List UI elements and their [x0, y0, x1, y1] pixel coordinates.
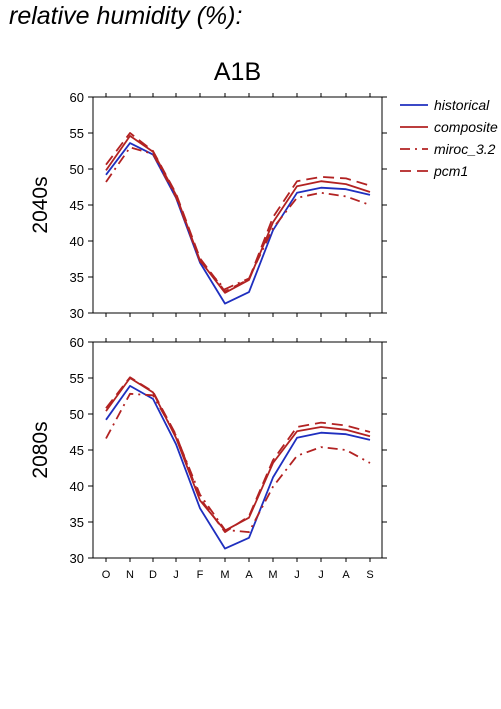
series-line-miroc_3.2-2040s	[105, 146, 371, 291]
legend-entry-composite: composite	[434, 119, 498, 135]
y-tick-label: 50	[70, 407, 84, 422]
y-tick-label: 40	[70, 479, 84, 494]
series-line-composite-2080s	[105, 377, 371, 532]
y-tick-label: 40	[70, 234, 84, 249]
x-tick-label: F	[197, 569, 204, 581]
y-tick-label: 60	[70, 335, 84, 350]
series-line-miroc_3.2-2080s	[105, 392, 371, 533]
y-tick-label: 35	[70, 270, 84, 285]
series-line-historical-2040s	[105, 142, 371, 305]
y-tick-label: 50	[70, 162, 84, 177]
series-line-composite-2040s	[105, 134, 371, 294]
y-tick-label: 60	[70, 90, 84, 105]
x-tick-label: S	[366, 569, 373, 581]
series-line-historical-2080s	[105, 384, 371, 550]
chart-title: A1B	[214, 58, 261, 86]
y-tick-label: 45	[70, 443, 84, 458]
y-tick-label: 30	[70, 551, 84, 566]
x-tick-label: M	[220, 569, 229, 581]
series-line-pcm1-2080s	[105, 376, 371, 533]
row-label-2040s: 2040s	[29, 176, 52, 233]
legend-entry-pcm1: pcm1	[433, 163, 468, 179]
page-title: relative humidity (%):	[9, 2, 243, 30]
y-tick-label: 45	[70, 198, 84, 213]
x-tick-label: A	[245, 569, 253, 581]
panel-frame-2080s	[92, 341, 383, 559]
x-tick-label: J	[294, 569, 300, 581]
x-tick-label: M	[268, 569, 277, 581]
x-tick-label: A	[342, 569, 350, 581]
x-tick-label: J	[318, 569, 324, 581]
y-tick-label: 55	[70, 126, 84, 141]
y-tick-label: 30	[70, 306, 84, 321]
y-tick-label: 55	[70, 371, 84, 386]
x-tick-label: D	[149, 569, 157, 581]
row-label-2080s: 2080s	[29, 421, 52, 478]
panel-frame-2040s	[92, 96, 383, 314]
series-line-pcm1-2040s	[105, 132, 371, 293]
x-tick-label: O	[102, 569, 111, 581]
legend-entry-miroc_3.2: miroc_3.2	[434, 141, 496, 157]
x-tick-label: N	[126, 569, 134, 581]
legend-entry-historical: historical	[434, 97, 490, 113]
y-tick-label: 35	[70, 515, 84, 530]
x-tick-label: J	[173, 569, 179, 581]
